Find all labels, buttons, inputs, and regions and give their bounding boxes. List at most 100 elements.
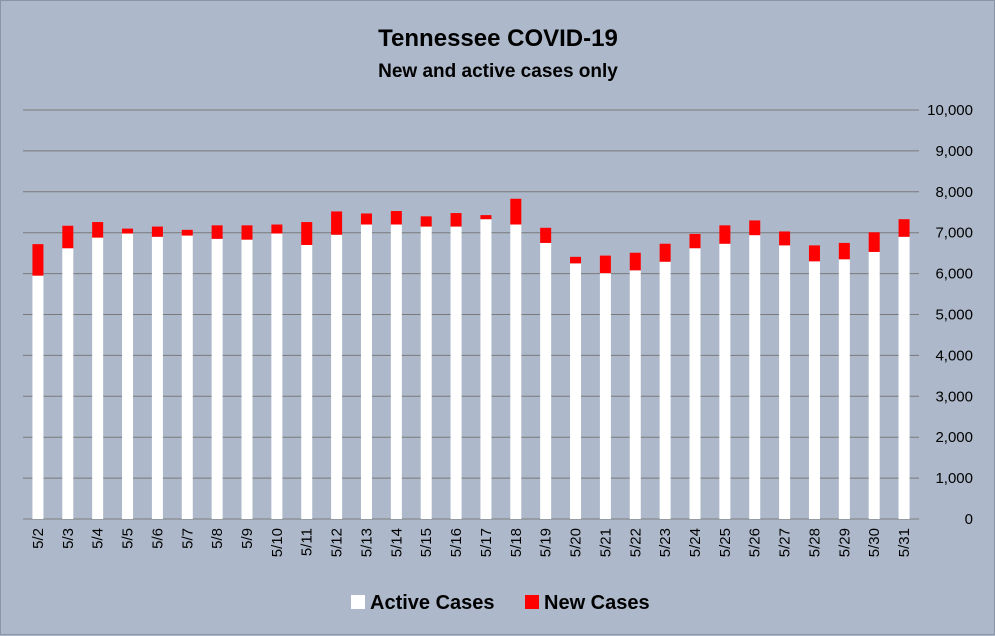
x-tick-label: 5/2 [30, 528, 47, 549]
bar-active-cases [898, 236, 910, 520]
legend-label-active-cases: Active Cases [370, 592, 495, 614]
x-tick-label: 5/15 [418, 528, 435, 557]
bar-active-cases [92, 237, 104, 519]
bar-active-cases [510, 224, 522, 519]
x-tick-label: 5/20 [568, 528, 585, 557]
bar-active-cases [420, 226, 432, 519]
y-tick-label: 3,000 [935, 388, 973, 405]
bar-new-cases [360, 213, 372, 225]
bar-new-cases [450, 213, 462, 227]
x-tick-label: 5/22 [627, 528, 644, 557]
bar-active-cases [360, 224, 372, 519]
x-tick-label: 5/17 [478, 528, 495, 557]
bar-new-cases [779, 231, 791, 246]
bar-active-cases [480, 219, 492, 519]
bar-active-cases [301, 244, 313, 519]
legend-label-new-cases: New Cases [544, 592, 650, 614]
bar-new-cases [390, 211, 402, 225]
bar-new-cases [898, 219, 910, 237]
y-tick-label: 6,000 [935, 266, 973, 283]
y-tick-label: 7,000 [935, 225, 973, 242]
bar-new-cases [32, 244, 44, 276]
bar-new-cases [570, 256, 582, 264]
bar-new-cases [211, 225, 223, 239]
bar-active-cases [838, 259, 850, 519]
legend-swatch-new-cases [525, 595, 539, 609]
bar-new-cases [868, 232, 880, 252]
x-tick-label: 5/11 [299, 528, 316, 556]
bar-active-cases [62, 248, 74, 519]
x-tick-label: 5/12 [329, 528, 346, 557]
chart-subtitle: New and active cases only [378, 61, 618, 82]
bar-new-cases [301, 222, 313, 245]
bar-active-cases [689, 248, 701, 519]
x-tick-label: 5/19 [538, 528, 555, 557]
x-tick-label: 5/6 [149, 528, 166, 549]
bar-new-cases [122, 228, 134, 234]
bar-new-cases [480, 215, 492, 220]
x-tick-label: 5/10 [269, 528, 286, 557]
bar-new-cases [838, 242, 850, 260]
x-tick-label: 5/21 [597, 528, 614, 557]
x-tick-label: 5/24 [687, 528, 704, 557]
y-tick-label: 0 [965, 511, 973, 528]
x-tick-label: 5/5 [120, 528, 137, 549]
x-tick-label: 5/13 [358, 528, 375, 557]
x-tick-label: 5/31 [896, 528, 913, 557]
bar-new-cases [749, 220, 761, 236]
gridlines [23, 109, 919, 520]
bar-new-cases [808, 245, 820, 262]
x-tick-label: 5/28 [806, 528, 823, 557]
bar-active-cases [868, 251, 880, 519]
x-tick-label: 5/16 [448, 528, 465, 557]
bar-new-cases [271, 224, 283, 234]
legend: Active Cases New Cases [351, 592, 650, 614]
bar-active-cases [271, 233, 283, 519]
bar-new-cases [92, 222, 104, 238]
x-tick-label: 5/26 [747, 528, 764, 557]
bar-active-cases [659, 261, 671, 519]
bar-new-cases [62, 225, 74, 249]
y-tick-label: 1,000 [935, 470, 973, 487]
bar-new-cases [241, 225, 253, 240]
bar-active-cases [540, 242, 552, 520]
x-tick-label: 5/8 [209, 528, 226, 549]
y-tick-label: 4,000 [935, 347, 973, 364]
y-tick-label: 9,000 [935, 143, 973, 160]
bar-active-cases [629, 270, 641, 519]
bar-active-cases [808, 261, 820, 519]
bar-active-cases [450, 226, 462, 519]
chart-title: Tennessee COVID-19 [378, 25, 618, 52]
y-tick-label: 5,000 [935, 307, 973, 324]
y-tick-label: 10,000 [927, 102, 973, 119]
bar-new-cases [181, 229, 193, 236]
bar-active-cases [570, 263, 582, 519]
bar-new-cases [599, 255, 611, 274]
bar-active-cases [241, 239, 253, 519]
bar-active-cases [32, 275, 44, 519]
bar-active-cases [599, 273, 611, 519]
x-tick-label: 5/29 [836, 528, 853, 557]
y-axis-tick-labels: 0 1,000 2,000 3,000 4,000 5,000 6,000 7,000 8,00… [927, 102, 973, 528]
x-tick-label: 5/23 [657, 528, 674, 557]
y-tick-label: 2,000 [935, 429, 973, 446]
x-tick-label: 5/4 [90, 528, 107, 549]
bar-new-cases [540, 227, 552, 243]
bar-active-cases [151, 236, 163, 520]
x-tick-label: 5/14 [388, 528, 405, 557]
x-tick-label: 5/25 [717, 528, 734, 557]
bar-new-cases [331, 211, 343, 235]
bar-new-cases [510, 198, 522, 225]
bar-active-cases [181, 235, 193, 520]
bar-new-cases [151, 226, 163, 237]
y-tick-label: 8,000 [935, 184, 973, 201]
bar-active-cases [122, 233, 134, 519]
x-tick-label: 5/30 [866, 528, 883, 557]
bar-active-cases [719, 243, 731, 520]
legend-swatch-active-cases [351, 595, 365, 609]
x-tick-label: 5/9 [239, 528, 256, 549]
bar-active-cases [749, 235, 761, 520]
x-tick-label: 5/18 [508, 528, 525, 557]
